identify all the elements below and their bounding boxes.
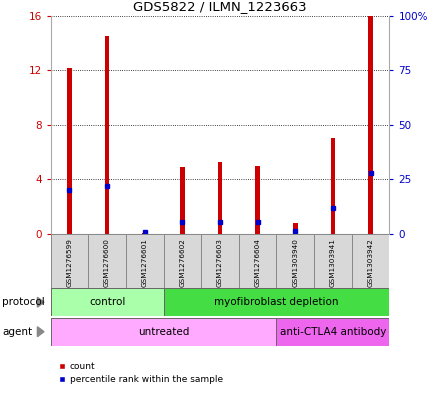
Bar [51,234,88,289]
Bar [88,234,126,289]
Bar [314,234,352,289]
Bar [143,233,147,234]
Bar [180,167,185,234]
Text: GSM1303942: GSM1303942 [367,238,374,287]
Text: anti-CTLA4 antibody: anti-CTLA4 antibody [280,327,386,337]
Bar [352,234,389,289]
Bar [51,318,276,346]
Bar [293,223,297,234]
Text: myofibroblast depletion: myofibroblast depletion [214,297,339,307]
Text: GSM1276601: GSM1276601 [142,238,148,287]
Text: agent: agent [2,327,32,337]
Text: GSM1276599: GSM1276599 [66,238,73,287]
Bar [239,234,276,289]
Text: untreated: untreated [138,327,189,337]
Text: GSM1276603: GSM1276603 [217,238,223,287]
Bar [126,234,164,289]
Bar [105,36,109,234]
Bar [164,288,389,316]
Bar [67,68,72,234]
Text: GSM1276604: GSM1276604 [255,238,260,287]
Text: GSM1276602: GSM1276602 [180,238,185,287]
Bar [276,234,314,289]
Bar [164,234,201,289]
Text: protocol: protocol [2,297,45,307]
Text: GSM1276600: GSM1276600 [104,238,110,287]
Legend: count, percentile rank within the sample: count, percentile rank within the sample [55,358,226,388]
Bar [368,16,373,234]
Bar [331,138,335,234]
Bar [51,288,164,316]
Bar [255,166,260,234]
Bar [276,318,389,346]
Text: GSM1303941: GSM1303941 [330,238,336,287]
Bar [218,162,222,234]
Title: GDS5822 / ILMN_1223663: GDS5822 / ILMN_1223663 [133,0,307,13]
Text: control: control [89,297,125,307]
Text: GSM1303940: GSM1303940 [292,238,298,287]
Bar [201,234,239,289]
